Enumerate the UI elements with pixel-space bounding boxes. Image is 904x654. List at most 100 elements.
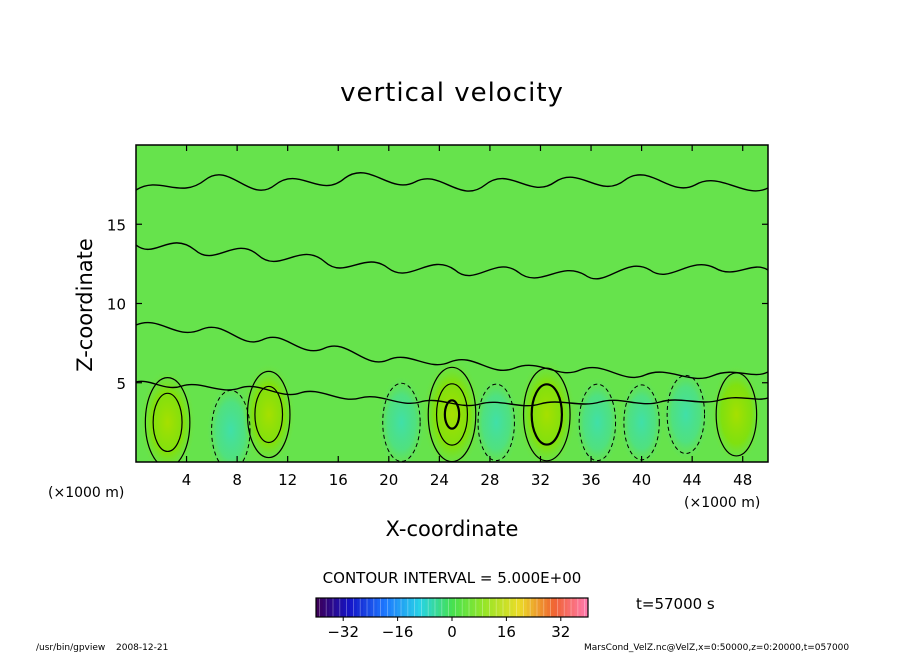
colorbar-cell (543, 598, 548, 617)
y-axis: 5 10 15 (107, 216, 768, 393)
colorbar-cell (584, 598, 589, 617)
x-tick-label: 40 (632, 471, 651, 489)
colorbar-cell (574, 598, 579, 617)
colorbar-cell (336, 598, 341, 617)
colorbar-cell (407, 598, 412, 617)
colorbar-cell (533, 598, 538, 617)
colorbar-cell (452, 598, 456, 617)
colorbar-cell (339, 598, 344, 617)
colorbar-cell (547, 598, 551, 617)
velocity-cell (711, 365, 762, 462)
colorbar-cell (499, 598, 504, 617)
cell-contour-ring (666, 374, 706, 455)
colorbar-cell (411, 598, 415, 617)
colorbar-cell (370, 598, 375, 617)
colorbar-cell (513, 598, 517, 617)
colorbar-cell (329, 598, 334, 617)
colorbar-cell (401, 598, 405, 617)
x-tick-label: 24 (430, 471, 449, 489)
colorbar-cell (509, 598, 514, 617)
colorbar-cell (472, 598, 477, 617)
velocity-cell (473, 377, 519, 462)
colorbar-cell (390, 598, 395, 617)
contour-line-upper (136, 172, 768, 192)
colorbar-cell (424, 598, 429, 617)
colorbar-cell (445, 598, 449, 617)
y-tick-label: 5 (116, 375, 126, 393)
chart-title: vertical velocity (340, 78, 564, 108)
data-source: MarsCond_VelZ.nc@VelZ,x=0:50000,z=0:2000… (584, 643, 849, 653)
colorbar-cell (486, 598, 490, 617)
cell-contour-ring (254, 385, 284, 444)
colorbar-cell (479, 598, 483, 617)
colorbar-cell (489, 598, 494, 617)
cell-contour-ring (578, 383, 617, 462)
colorbar-cell (333, 598, 337, 617)
x-tick-label: 16 (329, 471, 348, 489)
colorbar-cell (431, 598, 436, 617)
colorbar-cell (326, 598, 330, 617)
cell-contour-ring (715, 372, 758, 457)
cell-contour-ring (530, 383, 564, 446)
colorbar-cell (540, 598, 545, 617)
colorbar-cell (397, 598, 402, 617)
colorbar-tick-label: −32 (327, 623, 359, 641)
colorbar-cell (428, 598, 432, 617)
colorbar-cell (414, 598, 419, 617)
velocity-cells (139, 358, 762, 462)
colorbar-cell (557, 598, 562, 617)
time-label: t=57000 s (636, 595, 715, 613)
contour-line-base (136, 380, 768, 407)
colorbar-cell (458, 598, 463, 617)
colorbar-tick-label: −16 (382, 623, 414, 641)
plot-area (135, 144, 769, 463)
colorbar-cell (530, 598, 534, 617)
colorbar-cell (367, 598, 371, 617)
colorbar-cell (550, 598, 555, 617)
x-tick-label: 48 (733, 471, 752, 489)
velocity-cell (206, 383, 255, 462)
colorbar-cell (316, 598, 320, 617)
colorbar-cell (482, 598, 487, 617)
cell-contour-ring (152, 392, 183, 453)
colorbar-cell (567, 598, 572, 617)
x-axis: 4 8 12 16 20 24 28 32 36 40 44 48 (182, 145, 752, 489)
colorbar-cell (404, 598, 409, 617)
colorbar-cell (571, 598, 575, 617)
x-tick-label: 32 (531, 471, 550, 489)
colorbar-cell (503, 598, 507, 617)
colorbar-cell (384, 598, 388, 617)
colorbar-cell (523, 598, 528, 617)
x-tick-label: 44 (683, 471, 702, 489)
colorbar-cell (373, 598, 378, 617)
colorbar-cell (475, 598, 480, 617)
contour-interval-label: CONTOUR INTERVAL = 5.000E+00 (323, 569, 582, 587)
cell-contour-ring (443, 399, 461, 430)
velocity-cell (662, 368, 710, 461)
velocity-cell (422, 358, 482, 462)
x-tick-label: 20 (379, 471, 398, 489)
colorbar-tick-label: 32 (551, 623, 570, 641)
colorbar-cell (462, 598, 466, 617)
colorbar-cell (387, 598, 392, 617)
colorbar-cell (469, 598, 473, 617)
x-tick-label: 8 (232, 471, 242, 489)
y-axis-title: Z-coordinate (73, 238, 97, 372)
colorbar-cell (322, 598, 327, 617)
cell-contour-ring (477, 383, 515, 462)
x-tick-label: 28 (480, 471, 499, 489)
colorbar-cell (455, 598, 460, 617)
colorbar-cell (526, 598, 531, 617)
colorbar-cells (316, 598, 589, 617)
colorbar-cell (448, 598, 453, 617)
velocity-cell (574, 377, 621, 462)
x-unit-right: (×1000 m) (684, 495, 760, 511)
colorbar-cell (377, 598, 381, 617)
contour-lines (136, 172, 768, 407)
colorbar-cell (363, 598, 368, 617)
colorbar-cell (435, 598, 439, 617)
cell-contour-ring (435, 383, 469, 446)
cell-contour-ring (211, 389, 251, 462)
colorbar-tick-label: 16 (497, 623, 516, 641)
colorbar-cell (560, 598, 565, 617)
